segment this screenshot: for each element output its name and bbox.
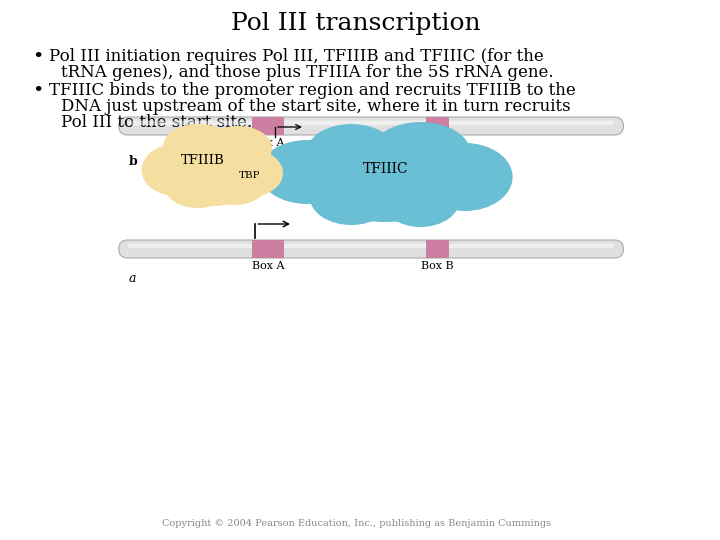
Ellipse shape bbox=[204, 161, 267, 205]
Text: TFIIIC: TFIIIC bbox=[363, 162, 409, 176]
FancyBboxPatch shape bbox=[127, 120, 615, 125]
Text: Box B: Box B bbox=[421, 138, 454, 148]
Text: Pol III initiation requires Pol III, TFIIIB and TFIIIC (for the: Pol III initiation requires Pol III, TFI… bbox=[50, 48, 544, 65]
Bar bbox=[426, 117, 449, 135]
Ellipse shape bbox=[310, 169, 393, 225]
Text: TFIIIC binds to the promoter region and recruits TFIIIB to the: TFIIIC binds to the promoter region and … bbox=[50, 82, 576, 99]
Ellipse shape bbox=[381, 171, 460, 227]
Ellipse shape bbox=[164, 164, 232, 208]
Text: Box A: Box A bbox=[252, 261, 284, 271]
Ellipse shape bbox=[297, 132, 475, 222]
FancyBboxPatch shape bbox=[119, 117, 624, 135]
Ellipse shape bbox=[259, 140, 354, 204]
Ellipse shape bbox=[203, 126, 272, 170]
Ellipse shape bbox=[418, 143, 513, 211]
Ellipse shape bbox=[142, 144, 211, 196]
Text: TFIIIB: TFIIIB bbox=[181, 153, 225, 166]
Ellipse shape bbox=[371, 122, 470, 182]
Text: DNA just upstream of the start site, where it in turn recruits: DNA just upstream of the start site, whe… bbox=[61, 98, 571, 115]
Ellipse shape bbox=[307, 124, 396, 180]
Text: b: b bbox=[129, 155, 138, 168]
Text: Pol III transcription: Pol III transcription bbox=[231, 12, 481, 35]
Text: tRNA genes), and those plus TFIIIA for the 5S rRNA gene.: tRNA genes), and those plus TFIIIA for t… bbox=[61, 64, 554, 81]
Text: Box A: Box A bbox=[252, 138, 284, 148]
Text: Box B: Box B bbox=[421, 261, 454, 271]
Text: TBP: TBP bbox=[238, 172, 260, 180]
Ellipse shape bbox=[216, 149, 283, 197]
Ellipse shape bbox=[158, 130, 267, 206]
Bar bbox=[252, 117, 284, 135]
FancyBboxPatch shape bbox=[119, 240, 624, 258]
Text: Pol III to the start site.: Pol III to the start site. bbox=[61, 114, 253, 131]
Text: a: a bbox=[129, 272, 136, 285]
Text: •: • bbox=[32, 48, 43, 66]
Bar bbox=[426, 240, 449, 258]
FancyBboxPatch shape bbox=[127, 244, 615, 248]
Text: Copyright © 2004 Pearson Education, Inc., publishing as Benjamin Cummings: Copyright © 2004 Pearson Education, Inc.… bbox=[162, 519, 551, 528]
Text: •: • bbox=[32, 82, 43, 100]
Ellipse shape bbox=[163, 124, 233, 168]
Bar bbox=[252, 240, 284, 258]
